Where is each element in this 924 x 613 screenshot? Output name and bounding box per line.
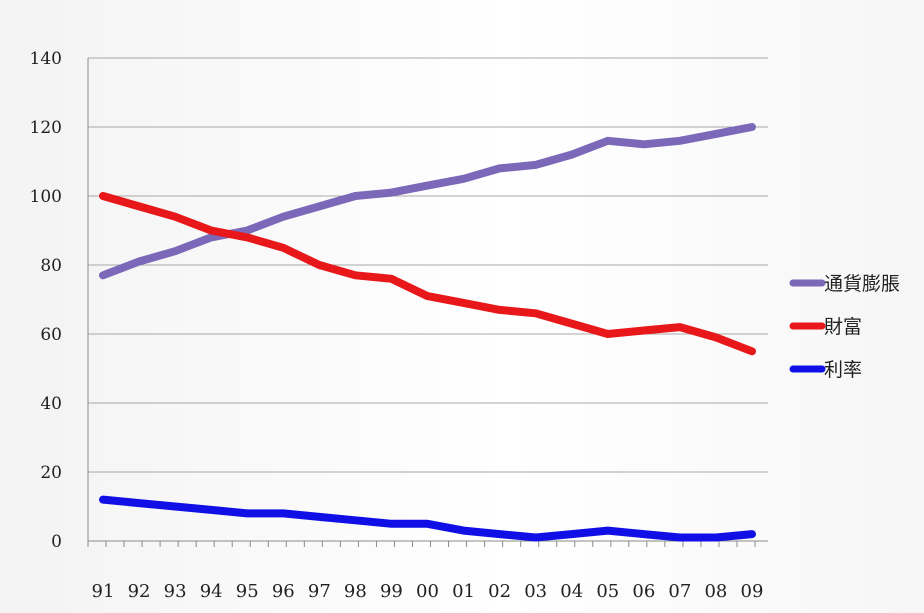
x-tick-label: 94 xyxy=(200,581,223,602)
series-line-1 xyxy=(99,192,756,356)
x-tick-label: 03 xyxy=(524,581,547,602)
x-tick-label: 00 xyxy=(416,581,439,602)
x-tick-label: 05 xyxy=(596,581,619,602)
gridlines xyxy=(88,57,768,473)
x-tick-label: 96 xyxy=(272,581,295,602)
legend-item: 財富 xyxy=(789,316,862,338)
y-tick-label: 20 xyxy=(40,463,62,483)
x-tick-label: 09 xyxy=(741,581,764,602)
legend-label: 財富 xyxy=(824,316,862,338)
x-tick-label: 97 xyxy=(308,581,331,602)
x-tick-label: 02 xyxy=(488,581,511,602)
series-lines xyxy=(99,123,756,542)
x-tick-label: 99 xyxy=(380,581,403,602)
y-tick-label: 60 xyxy=(40,325,62,345)
y-tick-label: 100 xyxy=(30,187,62,207)
x-tick-label: 04 xyxy=(560,581,583,602)
series-line-2 xyxy=(99,495,756,542)
x-tick-label: 98 xyxy=(344,581,367,602)
y-tick-label: 80 xyxy=(40,256,62,276)
y-tick-label: 0 xyxy=(51,532,62,552)
legend-item: 利率 xyxy=(789,359,862,381)
x-tick-label: 93 xyxy=(164,581,187,602)
y-tick-label: 40 xyxy=(40,394,62,414)
x-tick-label: 92 xyxy=(128,581,151,602)
series-line-0 xyxy=(99,123,756,280)
y-tick-label: 140 xyxy=(30,49,62,69)
x-tick-label: 01 xyxy=(452,581,475,602)
y-tick-label: 120 xyxy=(30,118,62,138)
x-tick-label: 95 xyxy=(236,581,259,602)
x-tick-label: 08 xyxy=(704,581,727,602)
x-tick-label: 07 xyxy=(668,581,691,602)
legend-label: 通貨膨脹 xyxy=(824,273,900,295)
x-tick-label: 91 xyxy=(92,581,115,602)
x-tick-label: 06 xyxy=(632,581,655,602)
legend-item: 通貨膨脹 xyxy=(789,273,900,295)
legend-label: 利率 xyxy=(824,359,862,381)
